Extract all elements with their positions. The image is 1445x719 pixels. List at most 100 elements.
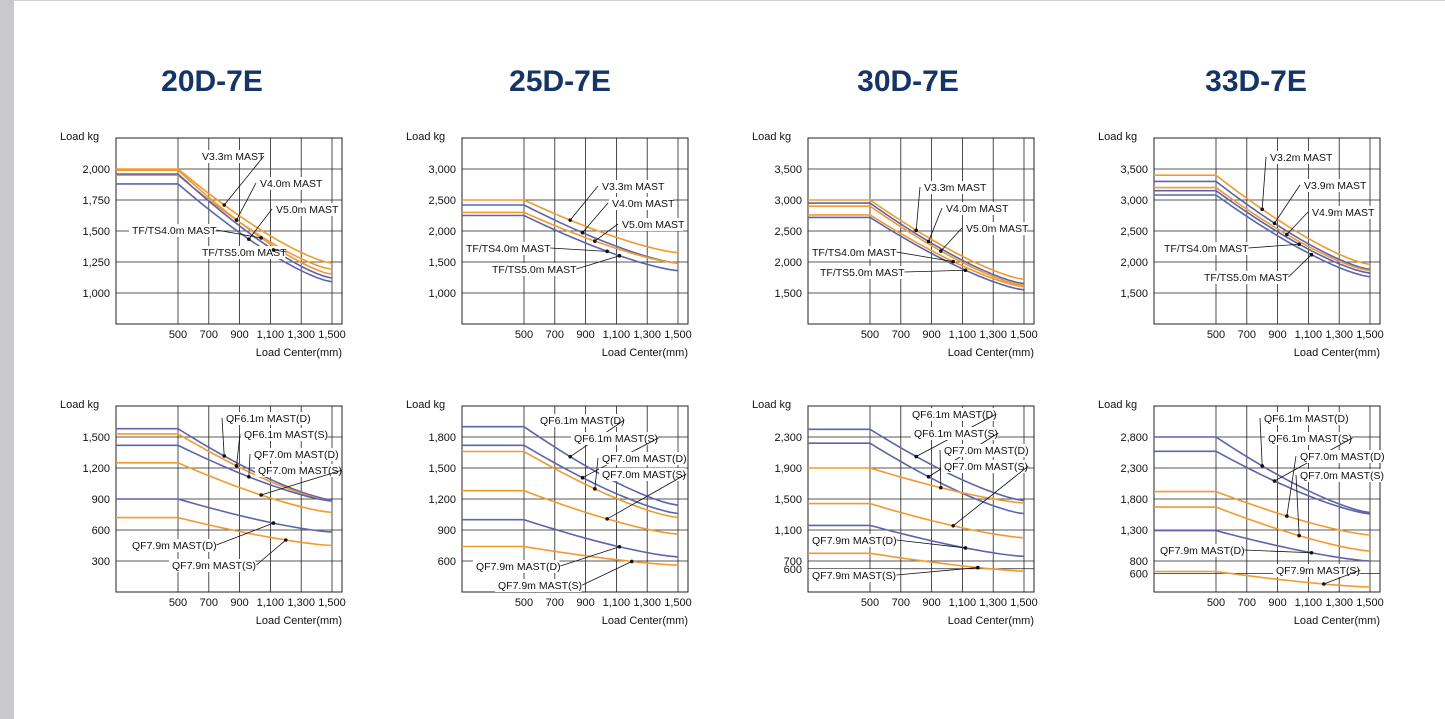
x-tick-label: 1,100	[1295, 329, 1323, 341]
annotation-bg	[537, 414, 624, 427]
annotation-arrowhead	[1309, 252, 1314, 257]
annotation-bg	[809, 246, 896, 259]
annotation-arrowhead	[617, 253, 622, 258]
annotation-label: V3.3m MAST	[924, 182, 987, 194]
x-tick-label: 1,300	[1325, 597, 1353, 609]
annotation-bg	[809, 569, 896, 582]
y-tick-label: 2,800	[1120, 432, 1148, 444]
annotation-leader-line	[236, 433, 241, 466]
x-tick-label: 900	[230, 597, 248, 609]
annotation-label: TF/TS5.0m MAST	[820, 267, 905, 279]
y-axis-label: Load kg	[752, 131, 791, 143]
annotation-label: TF/TS4.0m MAST	[466, 243, 551, 255]
x-tick-label: 1,100	[949, 329, 977, 341]
annotation-label: QF6.1m MAST(D)	[226, 413, 311, 425]
y-tick-label: 1,200	[82, 463, 110, 475]
x-tick-label: 500	[169, 597, 187, 609]
series-line-3	[808, 205, 1025, 287]
annotation-arrowhead	[963, 546, 968, 550]
annotation-arrowhead	[963, 268, 968, 273]
series-line-1	[1154, 436, 1371, 514]
annotation-label: QF7.9m MAST(S)	[1276, 565, 1360, 577]
annotation-label: V4.0m MAST	[612, 198, 675, 210]
annotation-arrowhead	[222, 454, 226, 458]
x-tick-label: 1,300	[287, 597, 315, 609]
y-tick-label: 2,300	[1120, 463, 1148, 475]
x-tick-label: 1,100	[949, 597, 977, 609]
annotation-label: QF7.0m MAST(D)	[1300, 451, 1385, 463]
annotation-bg	[1265, 432, 1352, 445]
annotation-label: QF7.0m MAST(D)	[254, 449, 339, 461]
y-tick-label: 1,800	[1120, 494, 1148, 506]
x-tick-label: 1,100	[603, 329, 631, 341]
x-tick-label: 1,500	[318, 597, 346, 609]
annotation-label: V5.0m MAST	[622, 219, 685, 231]
y-tick-label: 600	[784, 564, 802, 576]
annotation-bg	[911, 427, 998, 440]
series-line-3	[808, 467, 1025, 504]
annotation-leader-line	[1286, 455, 1297, 517]
annotation-label: TF/TS5.0m MAST	[202, 247, 287, 259]
annotation-arrowhead	[284, 538, 288, 542]
annotation-leader-line	[904, 269, 966, 273]
x-tick-label: 500	[515, 597, 533, 609]
annotation-leader-line	[1286, 211, 1309, 235]
annotation-leader-line	[952, 465, 1029, 527]
x-tick-label: 1,100	[1295, 597, 1323, 609]
x-tick-label: 900	[230, 329, 248, 341]
annotation-bg	[941, 444, 1028, 457]
annotation-arrowhead	[926, 474, 931, 479]
y-tick-label: 1,750	[82, 195, 110, 207]
annotation-leader-line	[223, 155, 265, 206]
y-tick-label: 1,500	[774, 494, 802, 506]
series-line-2	[808, 442, 1025, 515]
y-axis-label: Load kg	[1098, 131, 1137, 143]
x-tick-label: 500	[169, 329, 187, 341]
annotation-bg	[129, 539, 216, 552]
annotation-arrowhead	[222, 203, 226, 207]
x-tick-label: 900	[922, 597, 940, 609]
x-tick-label: 900	[922, 329, 940, 341]
annotation-label: QF7.0m MAST(S)	[1300, 470, 1384, 482]
chart-panel-6: 1,800 1,500 1,200 900 600 500 700 900 1,100 1,300…	[406, 399, 692, 627]
annotation-label: TF/TS5.0m MAST	[492, 264, 577, 276]
annotation-label: V5.0m MAST	[276, 204, 339, 216]
y-tick-label: 2,500	[428, 195, 456, 207]
annotation-leader-line	[550, 247, 608, 252]
series-line-5	[808, 524, 1025, 558]
model-title-4: 33D-7E	[1205, 65, 1307, 98]
y-tick-label: 1,500	[428, 463, 456, 475]
annotation-bg	[241, 428, 328, 441]
annotation-bg	[1267, 151, 1331, 164]
annotation-label: TF/TS5.0m MAST	[1204, 272, 1289, 284]
annotation-leader-line	[216, 229, 262, 239]
y-tick-label: 3,000	[1120, 195, 1148, 207]
annotation-bg	[199, 246, 286, 259]
annotation-label: QF7.9m MAST(D)	[812, 535, 897, 547]
series-line-4	[462, 214, 679, 272]
y-tick-label: 900	[92, 494, 110, 506]
y-tick-label: 1,500	[82, 226, 110, 238]
series-line-3	[462, 450, 679, 519]
annotation-label: V3.3m MAST	[602, 181, 665, 193]
x-axis-label: Load Center(mm)	[1294, 347, 1380, 359]
annotation-label: V3.9m MAST	[1304, 180, 1367, 192]
y-tick-label: 1,800	[428, 432, 456, 444]
x-tick-label: 900	[1268, 329, 1286, 341]
series-line-5	[116, 173, 333, 279]
annotation-arrowhead	[271, 248, 276, 252]
annotation-arrowhead	[939, 485, 943, 490]
series-line-4	[116, 461, 333, 514]
x-axis-label: Load Center(mm)	[602, 615, 688, 627]
x-axis-label: Load Center(mm)	[948, 615, 1034, 627]
series-line-4	[808, 502, 1025, 539]
annotation-leader-line	[1261, 156, 1267, 210]
annotation-leader-line	[939, 449, 942, 488]
annotation-bg	[909, 408, 996, 421]
x-tick-label: 1,300	[633, 329, 661, 341]
